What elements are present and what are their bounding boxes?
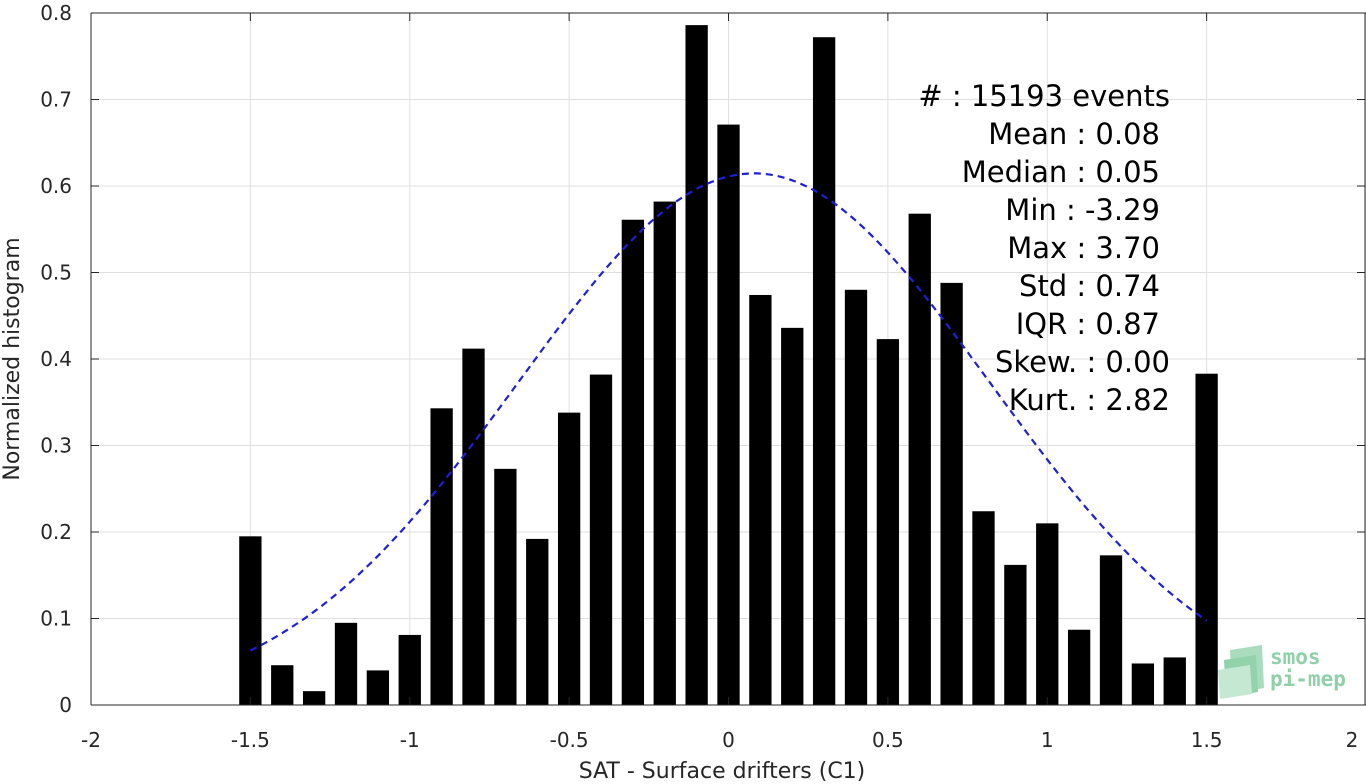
stat-line: IQR : 0.87 [1016,307,1160,341]
y-tick-label: 0.5 [40,261,72,285]
stat-line: Median : 0.05 [962,155,1160,189]
stat-line: Max : 3.70 [1007,231,1160,265]
histogram-bar [398,634,421,705]
y-tick-label: 0.3 [40,434,72,458]
histogram-bar [334,622,358,705]
histogram-bar [557,412,581,705]
x-tick-label: -0.5 [550,728,589,752]
histogram-bar [1163,657,1186,705]
x-axis-ticks: -2 -1.5 -1 -0.5 0 0.5 1 1.5 2 [81,13,1366,752]
histogram-bar [462,348,485,705]
histogram-bar [876,339,900,705]
smos-pi-mep-logo: smos pi-mep [1218,645,1346,699]
histogram-bar [717,124,740,705]
y-tick-label: 0.1 [40,607,72,631]
x-tick-label: 1.5 [1191,728,1223,752]
y-tick-label: 0.8 [40,1,72,25]
histogram-bar [844,289,868,705]
histogram-bar [908,213,931,705]
histogram-bar [653,201,676,705]
logo-mark-icon [1218,645,1264,699]
y-axis-ticks: 0 0.1 0.2 0.3 0.4 0.5 0.6 0.7 0.8 [40,1,1365,717]
histogram-bar [302,691,326,705]
stat-line: Skew. : 0.00 [995,345,1170,379]
histogram-bar [1036,523,1059,705]
histogram-bar [1004,564,1027,705]
x-tick-label: -2 [81,728,101,752]
x-tick-label: -1.5 [231,728,270,752]
histogram-bar [972,511,995,705]
y-tick-label: 0 [59,693,72,717]
x-axis-label: SAT - Surface drifters (C1) [579,759,866,784]
y-axis-label: Normalized histogram [0,237,25,480]
histogram-bar [239,536,262,705]
y-tick-label: 0.2 [40,520,72,544]
histogram-bar [621,219,645,706]
histogram-bar [366,670,390,705]
histogram-bar [685,25,708,706]
histogram-bar [1195,373,1218,705]
x-tick-label: 0.5 [872,728,904,752]
stat-line: Min : -3.29 [1005,193,1160,227]
histogram-bar [781,327,804,705]
x-tick-label: 2 [1346,728,1359,752]
x-tick-label: -1 [400,728,420,752]
y-tick-label: 0.6 [40,174,72,198]
stat-line: Kurt. : 2.82 [1009,383,1170,417]
normal-fit-curve [249,172,1208,652]
histogram-bars [239,25,1218,706]
statistics-annotation: # : 15193 events Mean : 0.08 Median : 0.05… [918,79,1170,417]
x-tick-label: 0 [722,728,735,752]
histogram-bar [1067,629,1091,705]
logo-line2: pi-mep [1270,667,1346,691]
histogram-bar [526,538,549,705]
x-tick-label: 1 [1041,728,1054,752]
histogram-bar [749,294,772,705]
stat-line: # : 15193 events [918,79,1170,113]
histogram-bar [430,408,453,705]
stat-line: Mean : 0.08 [988,117,1160,151]
histogram-bar [1099,555,1123,705]
stat-line: Std : 0.74 [1019,269,1160,303]
histogram-bar [494,468,517,705]
logo-line1: smos [1270,645,1321,669]
histogram-bar [812,37,836,706]
histogram-bar [271,665,294,705]
histogram-bar [1131,663,1155,705]
y-tick-label: 0.4 [40,347,72,371]
histogram-bar [940,282,963,705]
histogram-bar [589,374,613,705]
y-tick-label: 0.7 [40,88,72,112]
